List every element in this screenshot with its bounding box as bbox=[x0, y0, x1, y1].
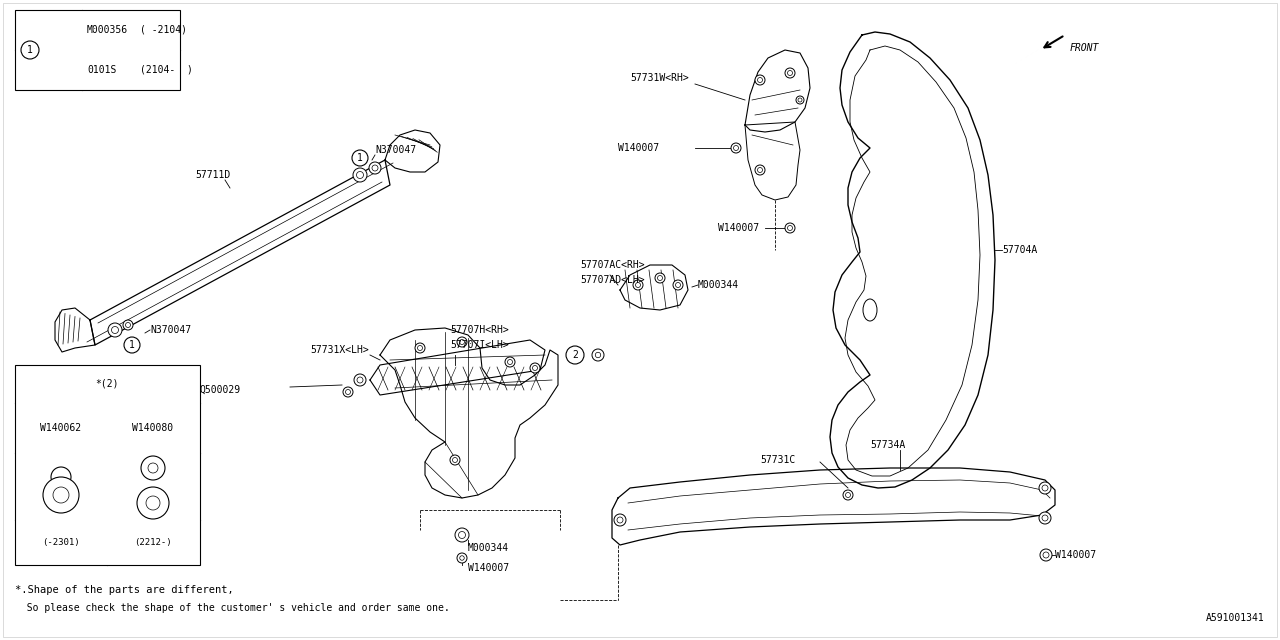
Text: M000356: M000356 bbox=[87, 25, 128, 35]
Polygon shape bbox=[385, 130, 440, 172]
Circle shape bbox=[506, 357, 515, 367]
Circle shape bbox=[353, 168, 367, 182]
Text: ( -2104): ( -2104) bbox=[140, 25, 187, 35]
Text: FRONT: FRONT bbox=[1070, 43, 1100, 53]
Circle shape bbox=[591, 349, 604, 361]
Text: 57731X<LH>: 57731X<LH> bbox=[310, 345, 369, 355]
Polygon shape bbox=[829, 32, 995, 488]
Circle shape bbox=[755, 165, 765, 175]
Circle shape bbox=[451, 455, 460, 465]
Circle shape bbox=[1039, 512, 1051, 524]
Text: W140007: W140007 bbox=[468, 563, 509, 573]
Circle shape bbox=[755, 75, 765, 85]
Circle shape bbox=[1039, 549, 1052, 561]
Bar bbox=[15, 10, 180, 90]
Circle shape bbox=[634, 280, 643, 290]
Circle shape bbox=[614, 514, 626, 526]
Circle shape bbox=[355, 374, 366, 386]
Circle shape bbox=[415, 343, 425, 353]
Text: (2212-): (2212-) bbox=[134, 538, 172, 547]
Text: W140007: W140007 bbox=[1055, 550, 1096, 560]
Text: (-2301): (-2301) bbox=[42, 538, 79, 547]
Polygon shape bbox=[55, 308, 95, 352]
Text: M000344: M000344 bbox=[468, 543, 509, 553]
Polygon shape bbox=[612, 468, 1055, 545]
Text: A591001341: A591001341 bbox=[1206, 613, 1265, 623]
Circle shape bbox=[20, 41, 38, 59]
Circle shape bbox=[785, 223, 795, 233]
Polygon shape bbox=[370, 340, 545, 395]
Text: N370047: N370047 bbox=[375, 145, 416, 155]
Circle shape bbox=[123, 320, 133, 330]
Text: 57707I<LH>: 57707I<LH> bbox=[451, 340, 508, 350]
Polygon shape bbox=[620, 265, 689, 310]
Text: N370047: N370047 bbox=[150, 325, 191, 335]
Bar bbox=[15, 365, 200, 565]
Text: *(2): *(2) bbox=[95, 379, 119, 389]
Circle shape bbox=[844, 490, 852, 500]
Circle shape bbox=[566, 346, 584, 364]
Text: Q500029: Q500029 bbox=[200, 385, 241, 395]
Text: 57731C: 57731C bbox=[760, 455, 795, 465]
Circle shape bbox=[454, 528, 468, 542]
Circle shape bbox=[457, 553, 467, 563]
Circle shape bbox=[352, 150, 369, 166]
Polygon shape bbox=[745, 122, 800, 200]
Text: 57731W<RH>: 57731W<RH> bbox=[630, 73, 689, 83]
Text: 57707H<RH>: 57707H<RH> bbox=[451, 325, 508, 335]
Circle shape bbox=[796, 96, 804, 104]
Polygon shape bbox=[745, 50, 810, 132]
Text: 2: 2 bbox=[572, 350, 579, 360]
Circle shape bbox=[51, 467, 70, 487]
Circle shape bbox=[124, 337, 140, 353]
Circle shape bbox=[655, 273, 666, 283]
Text: *.Shape of the parts are different,: *.Shape of the parts are different, bbox=[15, 585, 234, 595]
Text: W140007: W140007 bbox=[618, 143, 659, 153]
Text: 0101S: 0101S bbox=[87, 65, 116, 75]
Text: 1: 1 bbox=[129, 340, 134, 350]
Circle shape bbox=[731, 143, 741, 153]
Circle shape bbox=[1039, 482, 1051, 494]
Circle shape bbox=[108, 323, 122, 337]
Circle shape bbox=[141, 456, 165, 480]
Text: 57707AD<LH>: 57707AD<LH> bbox=[580, 275, 645, 285]
Circle shape bbox=[44, 477, 79, 513]
Text: M000344: M000344 bbox=[698, 280, 739, 290]
Text: (2104-  ): (2104- ) bbox=[140, 65, 193, 75]
Text: W140080: W140080 bbox=[132, 423, 174, 433]
Text: 57711D: 57711D bbox=[195, 170, 230, 180]
Text: 57707AC<RH>: 57707AC<RH> bbox=[580, 260, 645, 270]
Polygon shape bbox=[90, 160, 390, 345]
Text: 57734A: 57734A bbox=[870, 440, 905, 450]
Text: 1: 1 bbox=[357, 153, 364, 163]
Text: W140062: W140062 bbox=[41, 423, 82, 433]
Circle shape bbox=[785, 68, 795, 78]
Circle shape bbox=[457, 337, 467, 347]
Circle shape bbox=[343, 387, 353, 397]
Polygon shape bbox=[380, 328, 558, 498]
Circle shape bbox=[530, 363, 540, 373]
Circle shape bbox=[369, 162, 381, 174]
Text: 57704A: 57704A bbox=[1002, 245, 1037, 255]
Text: So please check the shape of the customer' s vehicle and order same one.: So please check the shape of the custome… bbox=[15, 603, 449, 613]
Circle shape bbox=[673, 280, 684, 290]
Circle shape bbox=[137, 487, 169, 519]
Text: W140007: W140007 bbox=[718, 223, 759, 233]
Text: 1: 1 bbox=[27, 45, 33, 55]
